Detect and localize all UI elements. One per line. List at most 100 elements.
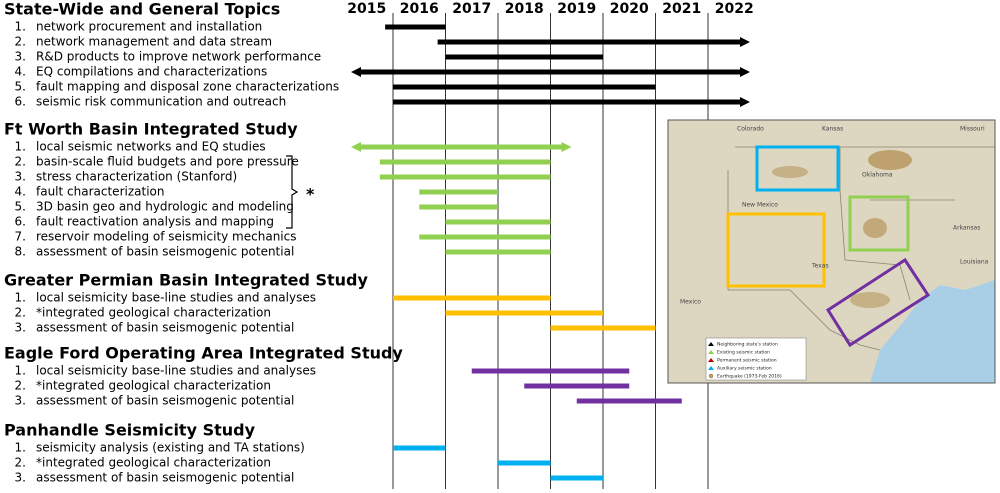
bracket bbox=[286, 155, 299, 229]
bar bbox=[393, 295, 551, 301]
item-label: seismic risk communication and outreach bbox=[36, 95, 286, 109]
map-quakes bbox=[868, 150, 912, 170]
arrow-head bbox=[740, 37, 750, 47]
arrow-head bbox=[351, 67, 361, 77]
arrow-head bbox=[740, 67, 750, 77]
legend-label: Auxiliary seismic station bbox=[717, 366, 772, 372]
item-label: basin-scale fluid budgets and pore press… bbox=[36, 155, 299, 169]
item-number: 3. bbox=[15, 321, 26, 335]
legend-symbol bbox=[708, 350, 714, 354]
bar bbox=[445, 219, 551, 225]
item-number: 4. bbox=[15, 65, 26, 79]
map-inset: Colorado Kansas Missouri Oklahoma New Mexico… bbox=[668, 120, 995, 383]
map-state-label: Mexico bbox=[680, 299, 701, 306]
map-box bbox=[755, 145, 840, 192]
year-label: 2019 bbox=[557, 1, 596, 17]
item-number: 1. bbox=[15, 291, 26, 305]
year-label: 2022 bbox=[715, 1, 754, 17]
bar bbox=[445, 54, 603, 60]
item-number: 2. bbox=[15, 379, 26, 393]
legend-label: Earthquake (1973-Feb 2016) bbox=[717, 374, 782, 380]
bar bbox=[550, 475, 603, 481]
bar bbox=[393, 445, 446, 451]
bar bbox=[393, 84, 656, 90]
bar bbox=[379, 174, 551, 180]
map-state-label: Kansas bbox=[822, 126, 843, 133]
year-label: 2017 bbox=[452, 1, 491, 17]
map-legend bbox=[705, 337, 807, 381]
item-label: fault mapping and disposal zone characte… bbox=[36, 80, 339, 94]
item-label: network management and data stream bbox=[36, 35, 272, 49]
item-label: *integrated geological characterization bbox=[36, 379, 271, 393]
bar bbox=[445, 310, 603, 316]
item-number: 3. bbox=[15, 170, 26, 184]
bar bbox=[393, 99, 740, 105]
legend-symbol bbox=[708, 373, 714, 379]
item-number: 2. bbox=[15, 306, 26, 320]
bar bbox=[419, 204, 498, 210]
legend-symbol bbox=[708, 366, 714, 370]
bar bbox=[576, 398, 682, 404]
section-title: Eagle Ford Operating Area Integrated Stu… bbox=[4, 344, 403, 363]
map-state-label: Louisiana bbox=[960, 259, 989, 266]
map-frame bbox=[667, 119, 996, 384]
section-title: Greater Permian Basin Integrated Study bbox=[4, 271, 369, 290]
item-number: 2. bbox=[15, 155, 26, 169]
item-label: local seismicity base-line studies and a… bbox=[36, 291, 316, 305]
map-state-label: Colorado bbox=[737, 126, 764, 133]
item-number: 4. bbox=[15, 185, 26, 199]
item-number: 2. bbox=[15, 456, 26, 470]
map-state-label: Arkansas bbox=[953, 225, 980, 232]
map-quakes bbox=[850, 292, 890, 308]
map-quakes bbox=[863, 218, 887, 238]
item-number: 1. bbox=[15, 441, 26, 455]
bar bbox=[379, 159, 551, 165]
map-state-label: Missouri bbox=[960, 126, 985, 133]
item-number: 3. bbox=[15, 394, 26, 408]
map-state-label: Oklahoma bbox=[862, 172, 893, 179]
arrow-head bbox=[561, 142, 572, 152]
item-number: 1. bbox=[15, 20, 26, 34]
bar bbox=[524, 383, 630, 389]
item-label: EQ compilations and characterizations bbox=[36, 65, 267, 79]
item-number: 7. bbox=[15, 230, 26, 244]
bar bbox=[361, 69, 740, 75]
item-number: 6. bbox=[15, 215, 26, 229]
bar bbox=[419, 189, 498, 195]
item-label: R&D products to improve network performa… bbox=[36, 50, 321, 64]
year-label: 2021 bbox=[662, 1, 701, 17]
year-label: 2016 bbox=[400, 1, 439, 17]
year-label: 2015 bbox=[347, 1, 386, 17]
map-box bbox=[825, 257, 931, 348]
section-title: Ft Worth Basin Integrated Study bbox=[4, 120, 298, 139]
bracket-note: * bbox=[306, 185, 315, 204]
bar bbox=[419, 234, 551, 240]
item-number: 3. bbox=[15, 50, 26, 64]
bar bbox=[471, 368, 630, 374]
item-number: 6. bbox=[15, 95, 26, 109]
bar bbox=[445, 249, 551, 255]
map-box bbox=[848, 195, 910, 252]
legend-symbol bbox=[708, 342, 714, 346]
section-title: Panhandle Seismicity Study bbox=[4, 421, 256, 440]
item-number: 5. bbox=[15, 80, 26, 94]
item-number: 3. bbox=[15, 471, 26, 485]
bar bbox=[550, 325, 656, 331]
arrow-head bbox=[740, 97, 750, 107]
map-state-label: New Mexico bbox=[742, 202, 778, 209]
year-label: 2020 bbox=[610, 1, 649, 17]
item-number: 8. bbox=[15, 245, 26, 259]
item-number: 1. bbox=[15, 140, 26, 154]
item-label: local seismic networks and EQ studies bbox=[36, 140, 266, 154]
item-label: 3D basin geo and hydrologic and modeling bbox=[36, 200, 294, 214]
item-label: fault reactivation analysis and mapping bbox=[36, 215, 274, 229]
bar bbox=[361, 144, 562, 150]
bar bbox=[498, 460, 551, 466]
legend-symbol bbox=[708, 358, 714, 362]
section-title: State-Wide and General Topics bbox=[4, 0, 280, 19]
item-label: assessment of basin seismogenic potentia… bbox=[36, 321, 294, 335]
year-label: 2018 bbox=[505, 1, 544, 17]
legend-label: Existing seismic station bbox=[717, 350, 770, 356]
item-label: assessment of basin seismogenic potentia… bbox=[36, 471, 294, 485]
